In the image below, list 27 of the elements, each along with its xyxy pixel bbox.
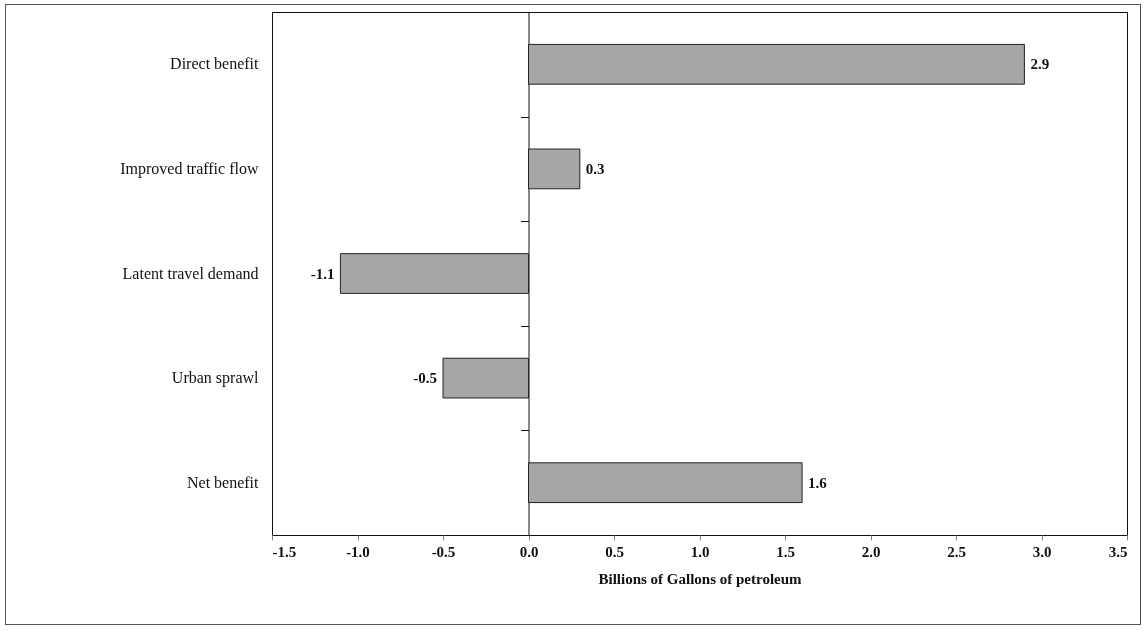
y-tick-label: Latent travel demand — [122, 264, 259, 282]
x-tick-label: 2.0 — [861, 543, 881, 560]
x-tick-label: 1.0 — [690, 543, 710, 560]
bar — [528, 148, 581, 190]
bar — [339, 253, 529, 294]
x-tick-label: -1.0 — [346, 543, 370, 560]
x-tick-label: 0.5 — [605, 543, 624, 560]
y-tick-label: Net benefit — [186, 473, 260, 491]
bar — [528, 462, 803, 504]
x-axis-title: Billions of Gallons of petroleum — [598, 570, 803, 587]
x-tick-label: 2.5 — [947, 543, 966, 560]
data-label: 2.9 — [1030, 56, 1050, 73]
y-tick-label: Urban sprawl — [171, 369, 260, 388]
x-tick-label: 3.5 — [1108, 543, 1128, 560]
x-tick-label: -1.5 — [272, 543, 297, 560]
x-tick-label: 0.0 — [519, 543, 539, 560]
x-tick-label: -0.5 — [431, 543, 456, 560]
data-label: -0.5 — [413, 370, 437, 387]
x-tick-label: 1.5 — [776, 543, 795, 560]
bar — [442, 357, 529, 399]
bar — [528, 43, 1025, 85]
y-tick-label: Direct benefit — [170, 55, 260, 73]
y-tick-label: Improved traffic flow — [120, 159, 259, 178]
data-label: -1.1 — [310, 265, 335, 282]
x-tick-label: 3.0 — [1032, 543, 1052, 560]
data-label: 0.3 — [585, 160, 605, 177]
data-label: 1.6 — [808, 474, 828, 491]
